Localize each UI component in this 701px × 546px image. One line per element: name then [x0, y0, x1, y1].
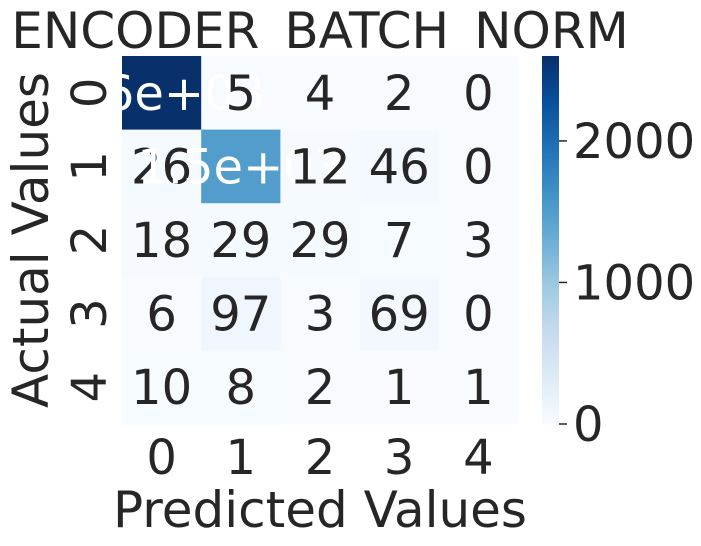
cell-value-label: 0: [463, 139, 494, 195]
heatmap-cell: [359, 129, 440, 204]
heatmap-cell: [438, 129, 519, 204]
cell-value-label: 3: [463, 213, 494, 269]
heatmap-cell: [280, 203, 361, 278]
chart-title: ENCODER_BATCH_NORM: [11, 2, 628, 60]
cell-value-label: 3: [305, 287, 336, 343]
colorbar-ticks: 0 1000 2000: [559, 114, 695, 453]
colorbar-tick-label: 1000: [573, 255, 695, 311]
cell-value-label: 4: [305, 66, 336, 122]
heatmap-cell: [438, 276, 519, 351]
cell-value-label: 5: [226, 66, 257, 122]
cell-value-label: 1: [463, 360, 494, 416]
cell-value-label: 6: [146, 287, 177, 343]
y-axis-label: Actual Values: [2, 72, 60, 408]
y-tick-label: 2: [62, 225, 118, 256]
x-tick-label: 1: [226, 430, 257, 486]
heatmap-cell: [122, 203, 202, 278]
cell-value-label: 2: [384, 66, 415, 122]
cell-value-label: 2: [305, 360, 336, 416]
heatmap-cell: [438, 203, 519, 278]
x-tick-label: 3: [384, 430, 415, 486]
cell-value-label: 10: [131, 360, 192, 416]
colorbar: [542, 56, 559, 424]
cell-value-label: 1.5e+03: [137, 139, 344, 195]
heatmap-cell: [201, 203, 281, 278]
cell-value-label: 0: [463, 66, 494, 122]
heatmap-cell: [201, 56, 281, 131]
colorbar-tick-label: 0: [573, 397, 604, 453]
heatmap-cell: [280, 129, 361, 204]
heatmap-cell: [201, 350, 281, 425]
heatmap-cell: [359, 203, 440, 278]
x-axis-label: Predicted Values: [113, 481, 527, 539]
y-tick-label: 3: [62, 298, 118, 329]
heatmap-cell: [122, 56, 202, 131]
heatmap-cell: [122, 276, 202, 351]
heatmap-cells: [122, 56, 519, 425]
cell-value-label: 26: [131, 139, 192, 195]
cell-value-label: 29: [210, 213, 271, 269]
cell-value-label: 97: [210, 287, 271, 343]
cell-value-label: 0: [463, 287, 494, 343]
heatmap-cell: [359, 276, 440, 351]
heatmap-cell: [201, 129, 281, 204]
cell-value-label: 8: [226, 360, 257, 416]
heatmap-cell: [122, 350, 202, 425]
cell-value-label: 7: [384, 213, 415, 269]
colorbar-tick-label: 2000: [573, 114, 695, 170]
heatmap-cell: [438, 350, 519, 425]
heatmap-cell: [122, 129, 202, 204]
x-tick-label: 4: [463, 430, 494, 486]
cell-value-label: 69: [369, 287, 430, 343]
cell-value-label: 46: [369, 139, 430, 195]
y-tick-label: 4: [62, 372, 118, 403]
y-axis-ticks: 0 1 2 3 4: [62, 78, 118, 403]
y-tick-label: 1: [62, 151, 118, 182]
x-tick-label: 0: [146, 430, 177, 486]
heatmap-cell: [359, 350, 440, 425]
heatmap-cell: [280, 56, 361, 131]
x-tick-label: 2: [305, 430, 336, 486]
cell-value-label: 29: [289, 213, 350, 269]
heatmap-cell: [438, 56, 519, 131]
heatmap-cell: [201, 276, 281, 351]
cell-value-label: 2.6e+03: [58, 66, 265, 122]
cell-value-label: 18: [131, 213, 192, 269]
cell-value-label: 1: [384, 360, 415, 416]
heatmap-cell: [280, 276, 361, 351]
y-tick-label: 0: [62, 78, 118, 109]
cell-value-label: 12: [289, 139, 350, 195]
heatmap-cell: [359, 56, 440, 131]
heatmap-cell: [280, 350, 361, 425]
